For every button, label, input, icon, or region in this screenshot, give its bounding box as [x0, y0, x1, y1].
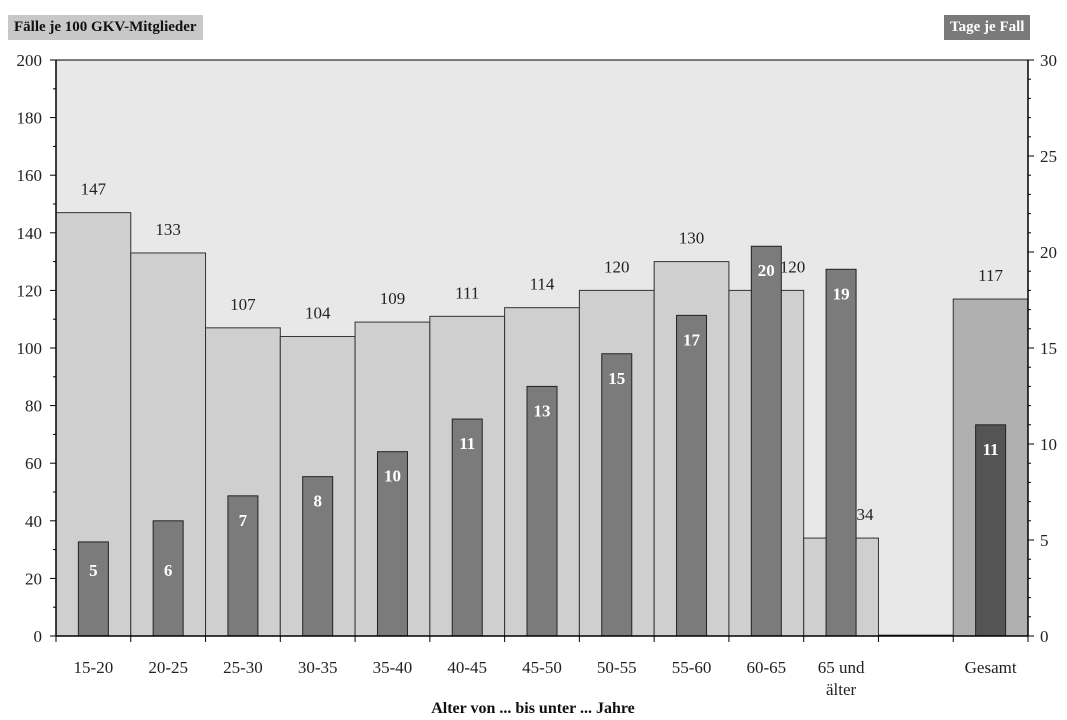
left-tick-label-80: 80 — [25, 397, 42, 416]
x-tick-label-1: 20-25 — [148, 658, 188, 677]
x-tick-label-10-1: älter — [826, 680, 857, 699]
wide-bar-label-0: 147 — [81, 180, 107, 199]
narrow-bar-label-1: 6 — [164, 561, 173, 580]
narrow-bar-6 — [526, 385, 558, 637]
left-tick-label-0: 0 — [34, 627, 43, 646]
right-tick-label-20: 20 — [1040, 243, 1057, 262]
left-tick-label-40: 40 — [25, 512, 42, 531]
narrow-bar-label-4: 10 — [384, 467, 401, 486]
narrow-bar-label-6: 13 — [534, 401, 551, 420]
narrow-bar-label-3: 8 — [313, 492, 322, 511]
x-tick-label-6: 45-50 — [522, 658, 562, 677]
wide-bar-label-12: 117 — [978, 266, 1003, 285]
narrow-bar-label-5: 11 — [459, 434, 475, 453]
left-axis-title: Fälle je 100 GKV-Mitglieder — [8, 15, 203, 40]
narrow-bar-label-7: 15 — [608, 369, 625, 388]
wide-bar-label-7: 120 — [604, 257, 630, 276]
x-tick-label-7: 50-55 — [597, 658, 637, 677]
left-tick-label-120: 120 — [17, 281, 43, 300]
right-tick-label-5: 5 — [1040, 531, 1049, 550]
narrow-bar-9 — [750, 245, 782, 637]
narrow-bar-10 — [825, 268, 857, 637]
narrow-bar-label-10: 19 — [833, 284, 850, 303]
narrow-bar-label-8: 17 — [683, 330, 701, 349]
wide-bar-label-6: 114 — [530, 275, 555, 294]
wide-bar-label-9: 120 — [780, 257, 806, 276]
narrow-bar-label-0: 5 — [89, 561, 98, 580]
narrow-bar-8 — [676, 314, 708, 637]
narrow-bar-label-9: 20 — [758, 261, 775, 280]
narrow-bar-0 — [77, 541, 109, 637]
x-tick-label-0: 15-20 — [74, 658, 114, 677]
x-tick-label-3: 30-35 — [298, 658, 338, 677]
x-tick-label-5: 40-45 — [447, 658, 487, 677]
wide-bar-label-1: 133 — [155, 220, 181, 239]
x-tick-label-9: 60-65 — [746, 658, 786, 677]
wide-bar-label-3: 104 — [305, 303, 331, 322]
right-tick-label-15: 15 — [1040, 339, 1057, 358]
left-tick-label-140: 140 — [17, 224, 43, 243]
x-tick-label-8: 55-60 — [672, 658, 712, 677]
narrow-bar-7 — [601, 353, 633, 637]
left-tick-label-20: 20 — [25, 569, 42, 588]
wide-bar-label-10: 34 — [857, 505, 875, 524]
narrow-bar-label-2: 7 — [239, 511, 248, 530]
left-tick-label-100: 100 — [17, 339, 43, 358]
x-tick-label-10-0: 65 und — [818, 658, 865, 677]
x-tick-label-2: 25-30 — [223, 658, 263, 677]
narrow-bar-3 — [302, 476, 334, 637]
wide-bar-label-2: 107 — [230, 295, 256, 314]
x-tick-label-4: 35-40 — [373, 658, 413, 677]
wide-bar-label-4: 109 — [380, 289, 406, 308]
left-tick-label-180: 180 — [17, 109, 43, 128]
left-tick-label-60: 60 — [25, 454, 42, 473]
x-tick-label-12: Gesamt — [965, 658, 1017, 677]
right-axis-title: Tage je Fall — [944, 15, 1031, 40]
right-tick-label-10: 10 — [1040, 435, 1057, 454]
wide-bar-label-8: 130 — [679, 229, 705, 248]
left-tick-label-160: 160 — [17, 166, 43, 185]
left-tick-label-200: 200 — [17, 51, 43, 70]
right-tick-label-30: 30 — [1040, 51, 1057, 70]
narrow-bar-label-12: 11 — [983, 440, 999, 459]
right-tick-label-0: 0 — [1040, 627, 1049, 646]
right-tick-label-25: 25 — [1040, 147, 1057, 166]
x-axis-title: Alter von ... bis unter ... Jahre — [431, 700, 635, 717]
wide-bar-label-5: 111 — [455, 283, 479, 302]
narrow-bar-4 — [376, 451, 408, 637]
